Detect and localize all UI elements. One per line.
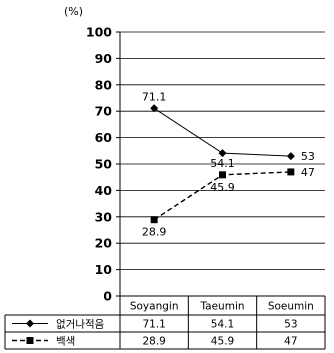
data-point bbox=[287, 168, 295, 176]
y-tick-label: 20 bbox=[95, 236, 113, 251]
y-tick-label: 60 bbox=[95, 130, 113, 145]
y-tick-label: 0 bbox=[103, 289, 112, 304]
x-category-label: Taeumin bbox=[199, 301, 244, 313]
data-label: 53 bbox=[301, 150, 315, 163]
legend-label: 없거나적음 bbox=[56, 318, 105, 331]
y-tick-label: 50 bbox=[95, 157, 113, 172]
legend-marker bbox=[26, 337, 34, 344]
data-point bbox=[218, 149, 227, 158]
y-tick-label: 40 bbox=[95, 183, 113, 198]
y-tick-label: 10 bbox=[95, 262, 113, 277]
x-category-label: Soeumin bbox=[268, 301, 314, 313]
table-cell-value: 53 bbox=[284, 319, 297, 331]
data-label: 54.1 bbox=[210, 157, 235, 170]
series-line bbox=[153, 107, 291, 157]
data-point bbox=[150, 104, 159, 113]
y-tick-label: 90 bbox=[95, 51, 113, 66]
data-label: 28.9 bbox=[142, 226, 167, 239]
legend-label: 백색 bbox=[56, 336, 75, 348]
legend-marker bbox=[26, 319, 34, 328]
table-cell-value: 54.1 bbox=[211, 319, 234, 331]
table-cell-value: 28.9 bbox=[142, 336, 165, 348]
y-tick-label: 70 bbox=[95, 104, 113, 119]
x-category-label: Soyangin bbox=[130, 301, 179, 313]
y-tick-labels: 0 10 20 30 40 50 60 70 80 90 100 bbox=[86, 25, 112, 304]
y-tick-label: 30 bbox=[95, 209, 113, 224]
data-table: Soyangin Taeumin Soeumin 없거나적음 71.1 54.1 53 백색 2… bbox=[4, 295, 326, 350]
data-series: 71.1 54.1 53 28.9 45.9 47 bbox=[142, 90, 315, 238]
data-point bbox=[150, 216, 158, 224]
table-cell-value: 47 bbox=[284, 336, 297, 348]
y-tick-label: 80 bbox=[95, 77, 113, 92]
y-tick-label: 100 bbox=[86, 25, 112, 40]
data-point bbox=[219, 171, 226, 179]
y-unit-label: (%) bbox=[64, 5, 83, 18]
table-cell-value: 45.9 bbox=[211, 336, 234, 348]
table-cell-value: 71.1 bbox=[142, 319, 165, 331]
data-label: 45.9 bbox=[210, 181, 235, 194]
data-point bbox=[286, 152, 295, 161]
data-label: 47 bbox=[301, 166, 315, 179]
data-label: 71.1 bbox=[142, 90, 167, 103]
series-line bbox=[153, 171, 291, 221]
